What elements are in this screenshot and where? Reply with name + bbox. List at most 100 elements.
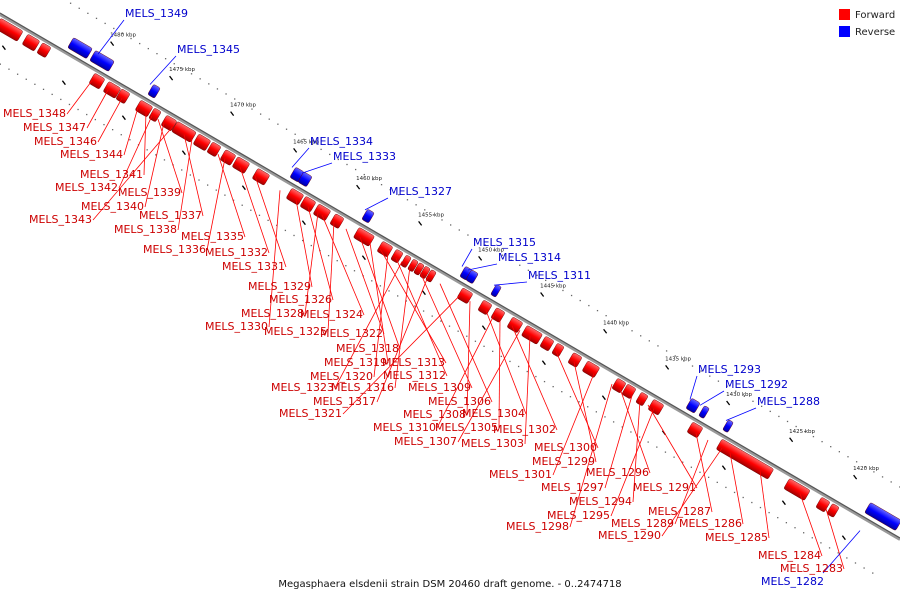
dot-row-lower xyxy=(803,532,805,534)
forward-gene-label: MELS_1337 xyxy=(139,209,202,222)
forward-gene xyxy=(22,34,40,51)
dot-row-lower xyxy=(777,516,779,519)
tick-label: 1455 kbp xyxy=(418,212,444,218)
forward-gene-label: MELS_1332 xyxy=(205,246,268,259)
forward-gene-label: MELS_1286 xyxy=(679,517,742,530)
forward-leader-line xyxy=(395,257,448,377)
forward-gene-label: MELS_1330 xyxy=(205,320,268,333)
forward-gene-label: MELS_1322 xyxy=(320,327,383,340)
forward-leader-line xyxy=(759,470,770,539)
forward-gene xyxy=(816,497,830,512)
dot-row-upper xyxy=(406,199,409,201)
minor-tick xyxy=(841,535,846,541)
forward-leader-line xyxy=(334,261,403,389)
forward-leader-line xyxy=(552,373,595,476)
forward-gene-label: MELS_1341 xyxy=(80,168,143,181)
dot-row-upper xyxy=(760,405,763,408)
forward-gene xyxy=(582,361,600,378)
dot-row-upper xyxy=(441,219,443,221)
dot-row-upper xyxy=(311,143,314,145)
forward-gene-label: MELS_1328 xyxy=(241,307,304,320)
forward-gene-label: MELS_1290 xyxy=(598,529,661,542)
forward-leader-line xyxy=(485,310,527,415)
dot-row-lower xyxy=(276,224,278,227)
dot-row-upper xyxy=(190,73,193,75)
tick-label: 1445 kbp xyxy=(540,284,566,290)
dot-row-lower xyxy=(42,88,45,91)
forward-gene xyxy=(377,241,393,257)
dot-row-upper xyxy=(164,58,167,60)
forward-gene-label: MELS_1344 xyxy=(60,148,123,161)
legend-reverse-swatch xyxy=(839,26,850,37)
forward-leader-line xyxy=(610,408,655,517)
forward-gene xyxy=(552,343,564,357)
forward-gene-label: MELS_1336 xyxy=(143,243,206,256)
forward-leader-line xyxy=(573,361,597,463)
forward-gene-label: MELS_1309 xyxy=(408,381,471,394)
forward-leader-line xyxy=(254,175,287,268)
dot-row-lower xyxy=(129,139,131,141)
forward-leader-line xyxy=(379,248,447,364)
tick-label: 1440 kbp xyxy=(603,320,629,326)
genome-backbone xyxy=(0,12,900,541)
dot-row-lower xyxy=(310,244,312,247)
dot-row-lower xyxy=(682,461,684,463)
forward-leader-line xyxy=(177,138,193,231)
dot-row-upper xyxy=(277,123,279,125)
dot-row-lower xyxy=(146,149,148,151)
reverse-leader-line xyxy=(291,147,310,168)
forward-gene xyxy=(568,352,582,368)
dot-row-upper xyxy=(225,93,227,95)
dot-row-upper xyxy=(795,425,797,428)
forward-gene xyxy=(300,196,316,212)
forward-gene xyxy=(636,392,648,406)
dot-row-lower xyxy=(371,280,373,282)
forward-gene-label: MELS_1299 xyxy=(532,455,595,468)
forward-gene-label: MELS_1317 xyxy=(313,395,376,408)
forward-gene xyxy=(37,43,51,58)
forward-gene xyxy=(407,259,419,272)
forward-leader-line xyxy=(604,395,633,489)
forward-gene-label: MELS_1316 xyxy=(331,381,394,394)
forward-gene xyxy=(89,73,105,89)
dot-row-upper xyxy=(881,476,884,478)
dot-row-upper xyxy=(614,320,616,322)
forward-leader-line xyxy=(295,199,313,288)
forward-gene xyxy=(149,108,161,122)
dot-row-upper xyxy=(242,103,244,105)
dot-row-lower xyxy=(578,401,580,403)
minor-tick xyxy=(61,80,66,86)
forward-leader-line xyxy=(457,330,521,443)
minor-tick xyxy=(181,150,186,156)
dot-row-lower xyxy=(846,557,848,559)
reverse-gene-label: MELS_1282 xyxy=(761,575,824,588)
reverse-label-leaders xyxy=(97,19,861,574)
dot-row-lower xyxy=(794,527,796,529)
reverse-gene xyxy=(466,270,478,284)
dot-row-upper xyxy=(674,355,676,357)
forward-gene-label: MELS_1305 xyxy=(435,421,498,434)
dot-row-lower xyxy=(561,391,563,393)
reverse-gene-label: MELS_1334 xyxy=(310,135,373,148)
dot-row-upper xyxy=(726,385,728,387)
dot-row-lower xyxy=(0,63,1,65)
forward-leader-line xyxy=(695,432,713,513)
tick-label: 1420 kbp xyxy=(853,466,879,472)
forward-leader-line xyxy=(359,236,401,350)
dot-row-upper xyxy=(648,340,650,342)
forward-gene-label: MELS_1306 xyxy=(428,395,491,408)
reverse-gene xyxy=(490,284,502,297)
reverse-leader-line xyxy=(461,248,473,267)
dot-row-upper xyxy=(838,451,841,453)
dot-row-upper xyxy=(570,294,573,297)
forward-gene xyxy=(507,317,523,333)
forward-gene-label: MELS_1324 xyxy=(300,308,363,321)
tick-label: 1470 kbp xyxy=(230,103,256,109)
dot-row-upper xyxy=(475,239,478,241)
tick-mark xyxy=(293,148,298,153)
dot-row-upper xyxy=(821,440,823,443)
dot-row-lower xyxy=(68,103,71,106)
forward-leader-line xyxy=(439,283,493,403)
dot-row-lower xyxy=(379,285,382,287)
reverse-gene-label: MELS_1349 xyxy=(125,7,188,20)
